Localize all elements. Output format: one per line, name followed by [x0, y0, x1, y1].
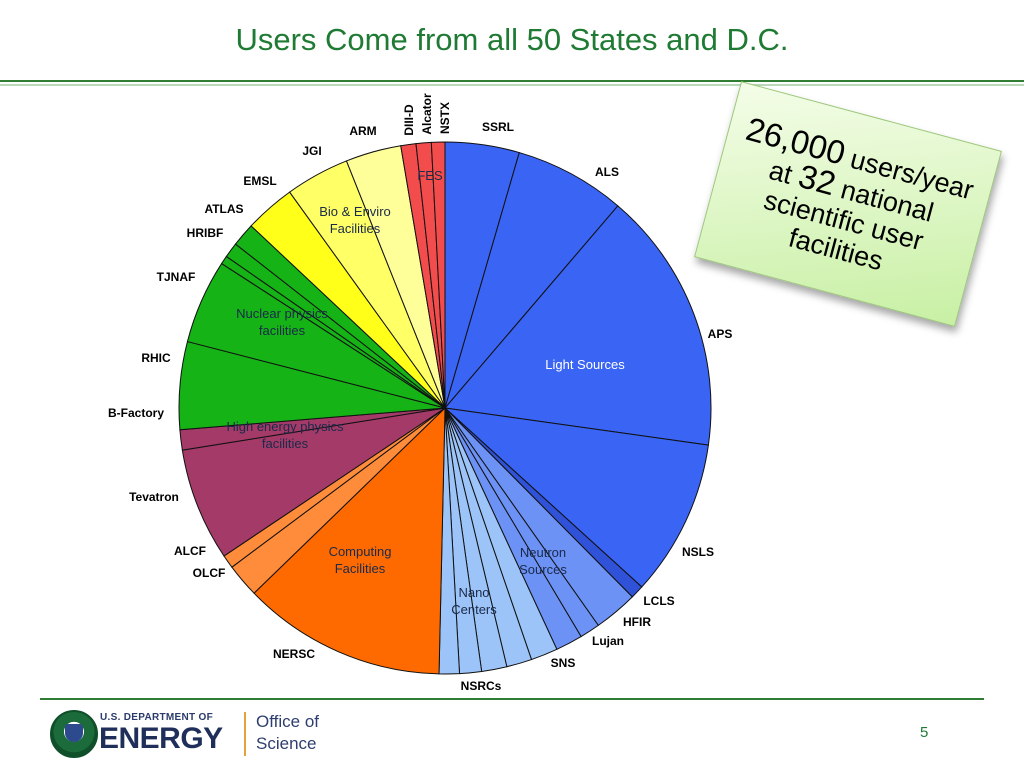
pie-slice-tevatron	[181, 407, 446, 557]
pie-group-labels: Light Sources Neutron Sources Nano Centers Co…	[226, 168, 625, 617]
slice-label-alcator: Alcator	[420, 93, 434, 135]
footer-rule	[40, 698, 984, 700]
slice-label-olcf: OLCF	[193, 566, 226, 580]
pie-group-label-nuclear-physics: Nuclear physics facilities	[236, 306, 328, 338]
footer-divider	[244, 712, 246, 756]
pie-slice-als	[444, 151, 619, 409]
footer-science: Science	[256, 734, 317, 753]
slice-label-aps: APS	[708, 327, 733, 341]
slice-label-sns: SNS	[551, 656, 576, 670]
slice-label-rhic: RHIC	[141, 351, 171, 365]
pie-group-label-neutron-sources: Neutron Sources	[519, 545, 567, 577]
slice-label-tjnaf: TJNAF	[157, 270, 196, 284]
callout-text: 26,000 users/year at 32 national scienti…	[709, 110, 987, 297]
slice-label-nersc: NERSC	[273, 647, 315, 661]
slice-label-emsl: EMSL	[243, 174, 276, 188]
footer-department: U.S. DEPARTMENT OF	[100, 712, 213, 723]
pie-slice-nsls	[443, 407, 709, 588]
slice-label-ssrl: SSRL	[482, 120, 514, 134]
slice-label-nsls: NSLS	[682, 545, 714, 559]
title-rule-dark	[0, 80, 1024, 82]
pie-group-label-light-sources: Light Sources	[545, 357, 625, 372]
slice-label-nstx: NSTX	[438, 102, 452, 134]
pie-slice-nstx	[430, 141, 446, 409]
slice-label-lcls: LCLS	[643, 594, 674, 608]
slice-label-tevatron: Tevatron	[129, 490, 179, 504]
footer-logo: U.S. DEPARTMENT OF ENERGY Office of Scie…	[50, 708, 350, 762]
pie-group-label-nano-centers: Nano Centers	[451, 585, 497, 617]
slice-label-diii-d: DIII-D	[402, 104, 416, 136]
footer-office-of: Office of	[256, 712, 319, 731]
slice-label-hribf: HRIBF	[187, 226, 224, 240]
eagle-shield-icon	[65, 724, 83, 742]
slice-label-alcf: ALCF	[174, 544, 206, 558]
slice-label-als: ALS	[595, 165, 619, 179]
pie-group-label-bio-enviro: Bio & Enviro Facilities	[319, 204, 391, 236]
doe-seal-icon	[50, 710, 98, 758]
slice-label-b-factory: B-Factory	[108, 406, 164, 420]
slice-label-nsrcs: NSRCs	[461, 679, 502, 693]
pie-slice-nersc	[253, 406, 446, 675]
slice-label-jgi: JGI	[302, 144, 321, 158]
pie-slice-labels: SSRL ALS APS NSLS LCLS HFIR Lujan SNS NSRCs NERSC…	[108, 93, 732, 693]
page-number: 5	[920, 724, 929, 741]
footer-energy: ENERGY	[99, 722, 223, 755]
slide-title: Users Come from all 50 States and D.C.	[235, 22, 789, 57]
pie-group-label-computing: Computing Facilities	[329, 544, 392, 576]
pie-group-label-high-energy-physics: High energy physics facilities	[226, 419, 344, 451]
title-rule-light	[0, 84, 1024, 86]
slice-label-arm: ARM	[349, 124, 376, 138]
slice-label-hfir: HFIR	[623, 615, 651, 629]
pie-slice-aps	[444, 205, 712, 446]
slice-label-lujan: Lujan	[592, 634, 624, 648]
slice-label-atlas: ATLAS	[204, 202, 243, 216]
pie-slices	[178, 141, 712, 675]
pie-group-label-fes: FES	[417, 168, 443, 183]
